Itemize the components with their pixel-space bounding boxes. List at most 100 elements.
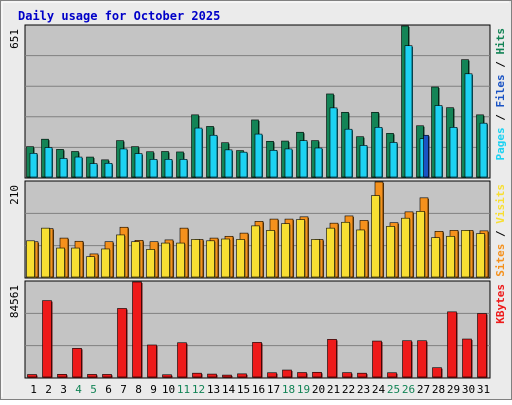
bar [209, 134, 218, 178]
bar [479, 122, 488, 178]
bar [372, 340, 382, 378]
day-label: 7 [120, 383, 127, 396]
bar [252, 342, 262, 378]
bar [254, 133, 263, 178]
day-label: 21 [327, 383, 340, 396]
panel-middle: 210 Sites / Visits [8, 180, 507, 279]
bar [29, 153, 38, 178]
bar [344, 128, 353, 178]
bar [119, 148, 128, 178]
legend-entry: Files [494, 74, 507, 107]
day-label: 18 [282, 383, 295, 396]
bar [404, 45, 413, 178]
bar [387, 372, 397, 378]
bar [266, 230, 275, 278]
bar [402, 340, 412, 378]
day-label: 13 [207, 383, 220, 396]
day-label: 27 [417, 383, 430, 396]
day-label: 20 [312, 383, 325, 396]
bar [221, 238, 230, 278]
day-label: 2 [45, 383, 52, 396]
bar [164, 159, 173, 178]
bar [27, 374, 37, 378]
bar [132, 281, 142, 378]
bar [477, 313, 487, 378]
day-label: 6 [105, 383, 112, 396]
bar [149, 159, 158, 178]
day-label: 1 [30, 383, 37, 396]
legend-entry: Visits [494, 184, 507, 224]
bar [72, 348, 82, 378]
bar [41, 227, 50, 278]
bar [314, 147, 323, 178]
axis-max-label: 651 [8, 29, 21, 49]
bar [312, 371, 322, 378]
bar [434, 105, 443, 178]
bar [357, 372, 367, 378]
bar [44, 147, 53, 178]
bar [311, 239, 320, 278]
bar [191, 239, 200, 278]
bar [177, 342, 187, 378]
day-label: 3 [60, 383, 67, 396]
bar [102, 374, 112, 378]
bar [87, 374, 97, 378]
bar [461, 230, 470, 278]
bar [147, 344, 157, 378]
bar [326, 227, 335, 278]
bar [146, 249, 155, 278]
bar [207, 373, 217, 378]
axis-max-label: 210 [8, 185, 21, 205]
bar [222, 374, 232, 378]
day-label: 14 [222, 383, 236, 396]
bar [432, 367, 442, 378]
bar [296, 219, 305, 278]
bar [101, 248, 110, 278]
bar [462, 338, 472, 378]
bar [449, 127, 458, 178]
bar [131, 241, 140, 278]
bar [447, 311, 457, 378]
legend-entry: KBytes [494, 284, 507, 324]
day-label: 26 [402, 383, 415, 396]
day-label: 11 [177, 383, 190, 396]
day-label: 29 [447, 383, 460, 396]
bar [26, 240, 35, 278]
bar [42, 300, 52, 378]
day-label: 8 [135, 383, 142, 396]
bar [236, 239, 245, 278]
day-label: 17 [267, 383, 280, 396]
bar [116, 234, 125, 278]
legend-entry: Pages [494, 127, 507, 160]
bar [431, 237, 440, 278]
day-label: 10 [162, 383, 175, 396]
bar [284, 148, 293, 178]
bar [59, 158, 68, 178]
day-label: 16 [252, 383, 265, 396]
legend-bottom: KBytes [494, 284, 507, 324]
day-label: 12 [192, 383, 205, 396]
bar [359, 145, 368, 178]
legend-entry: Hits [494, 28, 507, 55]
bar [297, 372, 307, 378]
bar [56, 247, 65, 278]
bar [342, 372, 352, 378]
legend-top: Pages / Files / Hits [494, 28, 507, 161]
bar [423, 134, 429, 178]
bar [192, 372, 202, 378]
bar [341, 221, 350, 278]
bar [134, 153, 143, 178]
chart-panels: 651 Pages / Files / Hits 210 Sites / Visits… [8, 24, 507, 379]
bar [416, 211, 425, 278]
day-axis-labels: 1 2 3 4 5 6 7 8 9 10 11 12 13 14 15 16 17 18 19 20 21 22 23 24 2… [30, 383, 490, 396]
bar [194, 127, 203, 178]
bar [446, 235, 455, 278]
bar [329, 107, 338, 178]
bar [89, 163, 98, 178]
bar [417, 340, 427, 378]
bar [104, 163, 113, 178]
axis-max-label: 84561 [8, 285, 21, 318]
chart-title: Daily usage for October 2025 [18, 9, 220, 23]
